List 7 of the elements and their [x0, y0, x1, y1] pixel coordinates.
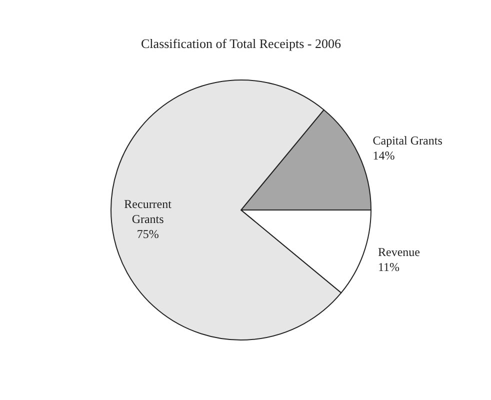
data-label: 75%: [136, 226, 159, 241]
data-label: 14%: [372, 148, 395, 163]
slice-label: Capital Grants: [372, 134, 443, 148]
data-label: 11%: [378, 260, 400, 274]
chart-title: Classification of Total Receipts - 2006: [141, 36, 342, 51]
slice-label: Revenue: [378, 244, 420, 259]
slice-label: Recurrent Grants: [124, 196, 172, 226]
